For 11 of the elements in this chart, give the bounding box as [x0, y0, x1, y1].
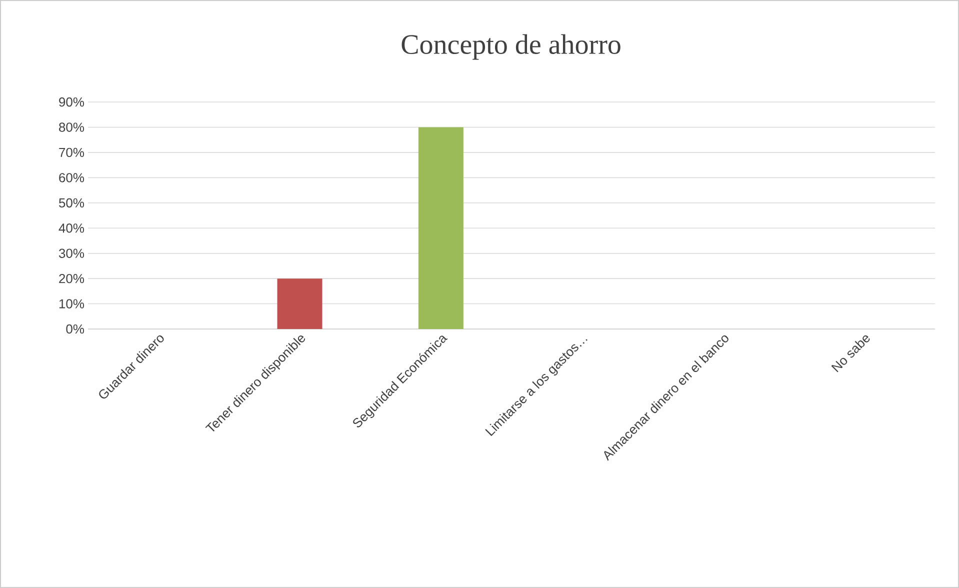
y-tick-label: 30% — [58, 248, 84, 258]
y-tick-label: 40% — [58, 224, 84, 233]
chart-title: Concepto de ahorro — [402, 34, 620, 60]
y-tick-label: 70% — [59, 148, 84, 158]
y-tick-label: 80% — [59, 122, 84, 132]
y-tick-label: 10% — [59, 299, 84, 308]
y-tick-label: 50% — [58, 198, 84, 208]
y-tick-label: 60% — [59, 173, 84, 182]
y-tick-label: 90% — [59, 97, 84, 107]
y-tick-label: 20% — [59, 274, 84, 284]
y-tick-label: 0% — [66, 324, 84, 334]
